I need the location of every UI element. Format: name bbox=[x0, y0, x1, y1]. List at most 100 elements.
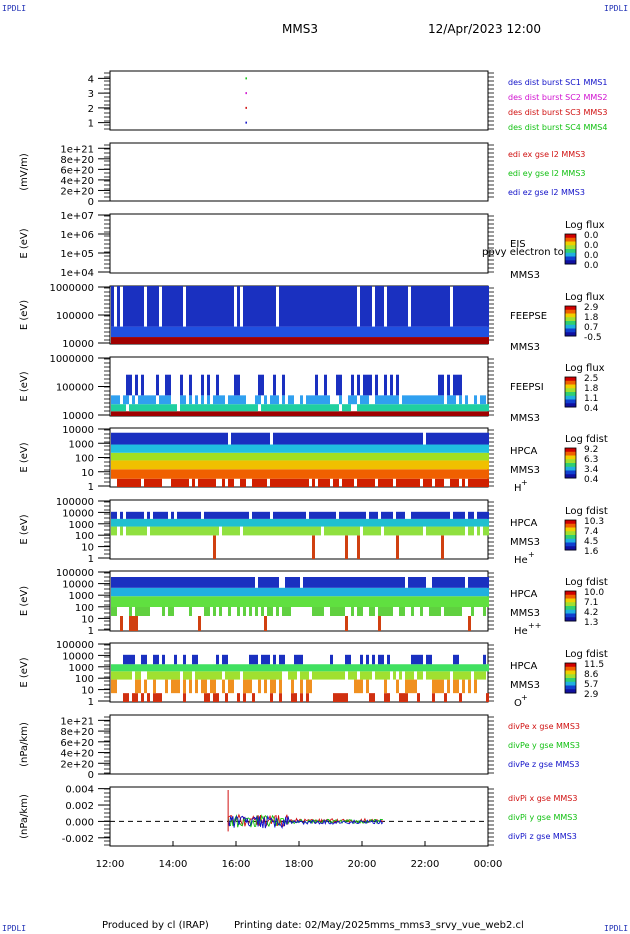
heatmap-cell bbox=[423, 444, 426, 453]
heatmap-cell bbox=[174, 587, 177, 597]
heatmap-cell bbox=[147, 286, 150, 327]
heatmap-cell bbox=[210, 526, 213, 536]
heatmap-cell bbox=[111, 607, 114, 616]
heatmap-cell bbox=[408, 404, 411, 412]
heatmap-cell bbox=[195, 460, 198, 470]
heatmap-cell bbox=[372, 432, 375, 445]
heatmap-cell bbox=[303, 460, 306, 470]
heatmap-cell bbox=[204, 460, 207, 470]
heatmap-cell bbox=[414, 337, 417, 344]
heatmap-cell bbox=[474, 596, 477, 607]
y-tick-label: 2e+20 bbox=[60, 186, 94, 197]
heatmap-cell bbox=[294, 587, 297, 597]
heatmap-cell bbox=[474, 337, 477, 344]
burst-marker bbox=[245, 92, 247, 95]
heatmap-cell bbox=[312, 518, 315, 527]
heatmap-cell bbox=[318, 596, 321, 607]
heatmap-cell bbox=[486, 596, 489, 607]
heatmap-cell bbox=[456, 671, 459, 680]
heatmap-cell bbox=[294, 693, 297, 702]
heatmap-cell bbox=[447, 452, 450, 461]
heatmap-cell bbox=[195, 577, 198, 588]
heatmap-cell bbox=[294, 577, 297, 588]
y-tick-label: 1000 bbox=[69, 439, 94, 450]
heatmap-cell bbox=[378, 404, 381, 412]
heatmap-cell bbox=[369, 404, 372, 412]
heatmap-cell bbox=[216, 671, 219, 680]
heatmap-cell bbox=[210, 432, 213, 445]
heatmap-cell bbox=[396, 478, 399, 487]
heatmap-cell bbox=[444, 460, 447, 470]
heatmap-cell bbox=[375, 587, 378, 597]
heatmap-cell bbox=[120, 664, 123, 672]
heatmap-cell bbox=[183, 664, 186, 672]
heatmap-cell bbox=[126, 469, 129, 479]
heatmap-cell bbox=[354, 411, 357, 416]
colorbar-swatch bbox=[565, 674, 576, 679]
heatmap-cell bbox=[378, 654, 381, 665]
heatmap-cell bbox=[330, 404, 333, 412]
heatmap-cell bbox=[354, 469, 357, 479]
heatmap-cell bbox=[321, 577, 324, 588]
heatmap-cell bbox=[267, 452, 270, 461]
heatmap-cell bbox=[438, 432, 441, 445]
panel-frame-burst bbox=[109, 70, 489, 131]
heatmap-cell bbox=[459, 432, 462, 445]
heatmap-cell bbox=[201, 577, 204, 588]
heatmap-cell bbox=[117, 518, 120, 527]
heatmap-cell bbox=[171, 452, 174, 461]
heatmap-cell bbox=[222, 395, 225, 405]
heatmap-cell bbox=[144, 337, 147, 344]
heatmap-cell bbox=[264, 286, 267, 327]
y-tick-label: 1 bbox=[88, 482, 94, 493]
colorbar-frame bbox=[564, 519, 577, 551]
heatmap-cell bbox=[171, 404, 174, 412]
heatmap-cell bbox=[372, 577, 375, 588]
heatmap-cell bbox=[306, 693, 309, 702]
heatmap-cell bbox=[180, 374, 183, 396]
heatmap-cell bbox=[258, 518, 261, 527]
heatmap-cell bbox=[387, 460, 390, 470]
heatmap-cell bbox=[432, 444, 435, 453]
heatmap-cell bbox=[264, 587, 267, 597]
heatmap-cell bbox=[153, 587, 156, 597]
heatmap-cell bbox=[345, 452, 348, 461]
heatmap-cell bbox=[417, 577, 420, 588]
heatmap-cell bbox=[414, 478, 417, 487]
heatmap-cell bbox=[171, 671, 174, 680]
heatmap-cell bbox=[114, 411, 117, 416]
heatmap-cell bbox=[330, 432, 333, 445]
heatmap-cell bbox=[423, 596, 426, 607]
colorbar-swatch bbox=[565, 384, 576, 389]
heatmap-cell bbox=[168, 337, 171, 344]
heatmap-cell bbox=[408, 526, 411, 536]
heatmap-cell bbox=[333, 337, 336, 344]
heatmap-cell bbox=[144, 444, 147, 453]
heatmap-cell bbox=[138, 326, 141, 338]
heatmap-cell bbox=[240, 404, 243, 412]
heatmap-cell bbox=[393, 337, 396, 344]
heatmap-cell bbox=[195, 452, 198, 461]
heatmap-cell bbox=[444, 607, 447, 616]
heatmap-cell bbox=[282, 526, 285, 536]
y-tick-label: 1 bbox=[88, 626, 94, 637]
heatmap-cell bbox=[234, 404, 237, 412]
heatmap-cell bbox=[387, 469, 390, 479]
heatmap-cell bbox=[117, 469, 120, 479]
heatmap-cell bbox=[183, 518, 186, 527]
heatmap-cell bbox=[138, 596, 141, 607]
heatmap-cell bbox=[138, 664, 141, 672]
heatmap-cell bbox=[339, 693, 342, 702]
heatmap-cell bbox=[336, 596, 339, 607]
heatmap-cell bbox=[471, 607, 474, 616]
heatmap-cell bbox=[162, 404, 165, 412]
heatmap-cell bbox=[336, 374, 339, 396]
heatmap-cell bbox=[165, 518, 168, 527]
heatmap-cell bbox=[276, 460, 279, 470]
heatmap-cell bbox=[153, 404, 156, 412]
heatmap-cell bbox=[462, 577, 465, 588]
heatmap-cell bbox=[285, 511, 288, 519]
heatmap-cell bbox=[477, 411, 480, 416]
heatmap-cell bbox=[369, 286, 372, 327]
